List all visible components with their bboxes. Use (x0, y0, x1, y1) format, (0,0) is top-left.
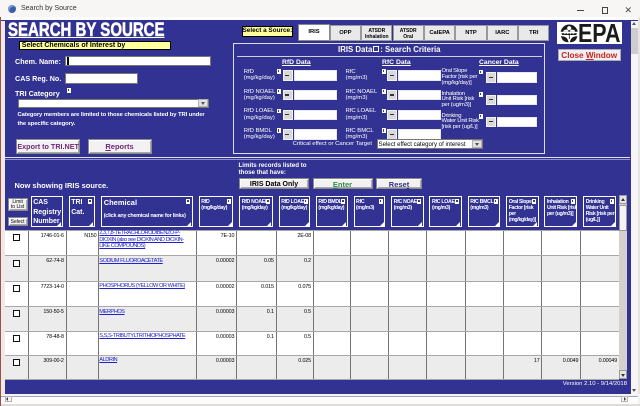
svg-text:EPA: EPA (578, 22, 621, 44)
